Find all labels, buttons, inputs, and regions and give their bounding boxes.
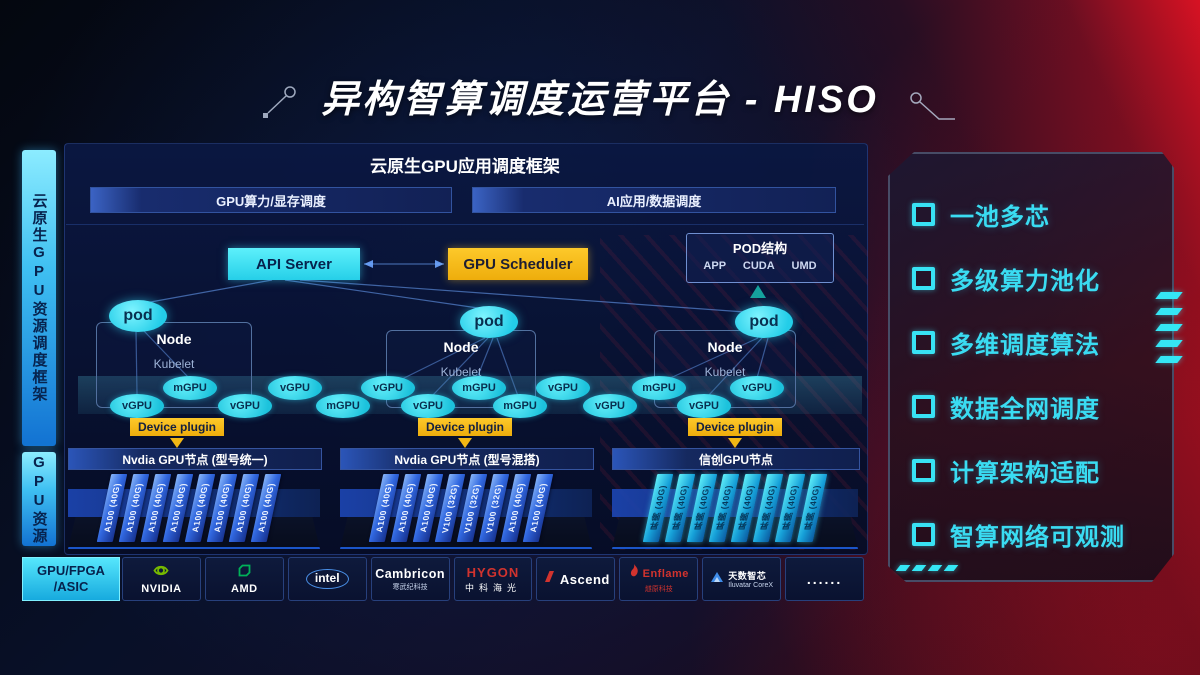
pod-ellipse-1: pod — [109, 300, 167, 332]
feature-label: 计算架构适配 — [950, 459, 1100, 487]
device-plugin-3: Device plugin — [688, 418, 782, 436]
vendor-item-iluvatar: 天数智芯 Iluvatar CoreX — [702, 557, 782, 601]
gpu-oval: vGPU — [361, 376, 415, 400]
pod-layer-umd: UMD — [791, 260, 817, 272]
device-plugin-1: Device plugin — [130, 418, 224, 436]
square-bullet-icon — [912, 202, 935, 226]
feature-item: 多级算力池化 — [912, 246, 1162, 310]
enflame-logo-icon — [629, 564, 639, 583]
square-bullet-icon — [912, 394, 935, 418]
hardware-type-box: GPU/FPGA /ASIC — [22, 557, 120, 601]
feature-label: 智算网络可观测 — [950, 523, 1125, 551]
bar-ai-app-data-scheduling: AI应用/数据调度 — [472, 187, 836, 213]
feature-label: 数据全网调度 — [950, 395, 1100, 423]
node-label: Node — [443, 339, 479, 355]
square-bullet-icon — [912, 266, 935, 290]
node-label: Node — [156, 331, 192, 347]
kubelet-label: Kubelet — [704, 365, 746, 379]
gpu-oval: mGPU — [452, 376, 506, 400]
node-label: Node — [707, 339, 743, 355]
intel-logo-icon: intel — [305, 569, 349, 589]
device-plugin-arrow-icon — [458, 438, 472, 448]
gpu-group-title-1: Nvdia GPU节点 (型号统一) — [68, 448, 322, 470]
gpu-oval: vGPU — [218, 394, 272, 418]
sidebar-gpu-resource-label: GPU资源 — [22, 452, 56, 546]
feature-item: 多维调度算法 — [912, 310, 1162, 374]
feature-panel — [888, 152, 1174, 582]
feature-item: 智算网络可观测 — [912, 502, 1162, 566]
kubelet-label: Kubelet — [440, 365, 482, 379]
vendor-item-nvidia: NVIDIA — [122, 557, 201, 601]
gpu-group-title-2: Nvdia GPU节点 (型号混搭) — [340, 448, 594, 470]
vendor-item-intel: intel — [287, 557, 367, 601]
gpu-oval: mGPU — [632, 376, 686, 400]
vendor-item-hygon: HYGON 中科海光 — [453, 557, 533, 601]
gpu-group-title-3: 信创GPU节点 — [612, 448, 860, 470]
gpu-oval: vGPU — [677, 394, 731, 418]
feature-list: 一池多芯多级算力池化 多维调度算法 数据全网调度 计算架构适配 智算网络可观测 — [912, 182, 1162, 566]
bar-gpu-compute-scheduling: GPU算力/显存调度 — [90, 187, 452, 213]
framework-title: 云原生GPU应用调度框架 — [370, 157, 560, 176]
square-bullet-icon — [912, 458, 935, 482]
nvidia-logo-icon — [152, 564, 170, 582]
gpu-oval: vGPU — [730, 376, 784, 400]
gpu-oval: vGPU — [536, 376, 590, 400]
feature-label: 一池多芯 — [950, 203, 1050, 231]
amd-logo-icon — [238, 564, 251, 582]
vendor-item-ascend: Ascend — [536, 557, 616, 601]
gpu-oval: mGPU — [163, 376, 217, 400]
kubelet-label: Kubelet — [153, 357, 195, 371]
vendor-item-amd: AMD — [204, 557, 284, 601]
device-plugin-2: Device plugin — [418, 418, 512, 436]
page-title: 异构智算调度运营平台 - HISO — [321, 79, 879, 121]
feature-label: 多维调度算法 — [950, 331, 1100, 359]
pod-ellipse-3: pod — [735, 306, 793, 338]
pod-structure-title: POD结构 — [732, 241, 788, 256]
vendor-item-dots: ...... — [785, 557, 864, 601]
gpu-oval: vGPU — [401, 394, 455, 418]
iluvatar-logo-icon — [710, 570, 724, 588]
pod-ellipse-2: pod — [460, 306, 518, 338]
panel-divider — [66, 224, 864, 225]
gpu-oval: vGPU — [110, 394, 164, 418]
gpu-oval: vGPU — [583, 394, 637, 418]
gpu-scheduler-box: GPU Scheduler — [448, 248, 588, 280]
pod-up-arrow-icon — [750, 285, 766, 298]
feature-item: 数据全网调度 — [912, 374, 1162, 438]
feature-item: 一池多芯 — [912, 182, 1162, 246]
feature-label: 多级算力池化 — [950, 267, 1100, 295]
sidebar-framework-label: 云原生GPU资源调度框架 — [22, 150, 56, 446]
pod-layer-cuda: CUDA — [742, 260, 775, 272]
vendor-item-none: Cambricon 寒武纪科技 — [370, 557, 450, 601]
api-server-box: API Server — [228, 248, 360, 280]
hatch-decoration-bottom — [895, 565, 959, 571]
gpu-oval: mGPU — [316, 394, 370, 418]
pod-structure-box: POD结构 APP CUDA UMD — [686, 233, 834, 283]
gpu-oval: vGPU — [268, 376, 322, 400]
gpu-oval: mGPU — [493, 394, 547, 418]
device-plugin-arrow-icon — [728, 438, 742, 448]
feature-item: 计算架构适配 — [912, 438, 1162, 502]
hatch-decoration-right — [1155, 292, 1183, 363]
device-plugin-arrow-icon — [170, 438, 184, 448]
ascend-logo-icon — [542, 570, 556, 588]
vendor-item-enflame: Enflame 燧原科技 — [619, 557, 699, 601]
square-bullet-icon — [912, 330, 935, 354]
square-bullet-icon — [912, 522, 935, 546]
pod-layer-app: APP — [703, 260, 727, 272]
